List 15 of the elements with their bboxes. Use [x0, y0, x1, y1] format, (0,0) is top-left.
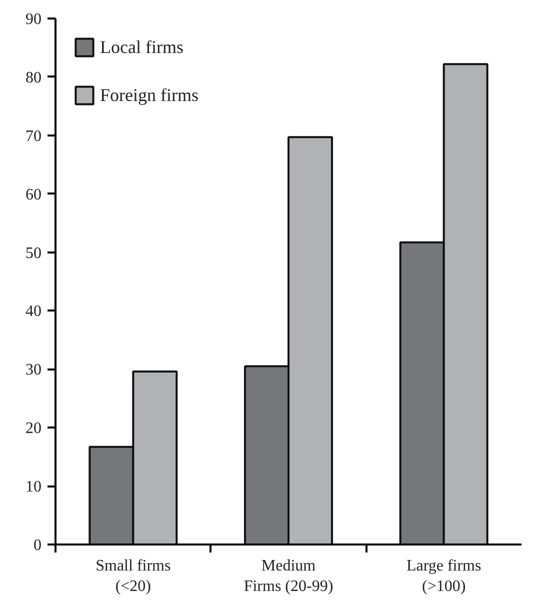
y-tick-label: 70 — [26, 128, 42, 145]
y-tick-label: 10 — [26, 478, 42, 496]
y-tick-label: 90 — [26, 11, 42, 28]
x-tick-label: Medium Firms (20-99) — [244, 558, 334, 595]
y-tick-label: 80 — [26, 69, 42, 86]
y-tick-label: 20 — [26, 420, 42, 438]
y-tick-label: 60 — [26, 186, 42, 204]
legend-label: Local firms — [100, 36, 184, 58]
legend-label: Foreign firms — [100, 84, 198, 106]
x-tick-label: Small firms (<20) — [96, 558, 171, 595]
y-tick-label: 0 — [34, 537, 42, 554]
y-tick-label: 30 — [26, 362, 42, 379]
x-tick-label: Large firms (>100) — [406, 558, 482, 595]
y-tick-label: 50 — [26, 244, 42, 262]
y-tick-label: 40 — [26, 303, 42, 320]
